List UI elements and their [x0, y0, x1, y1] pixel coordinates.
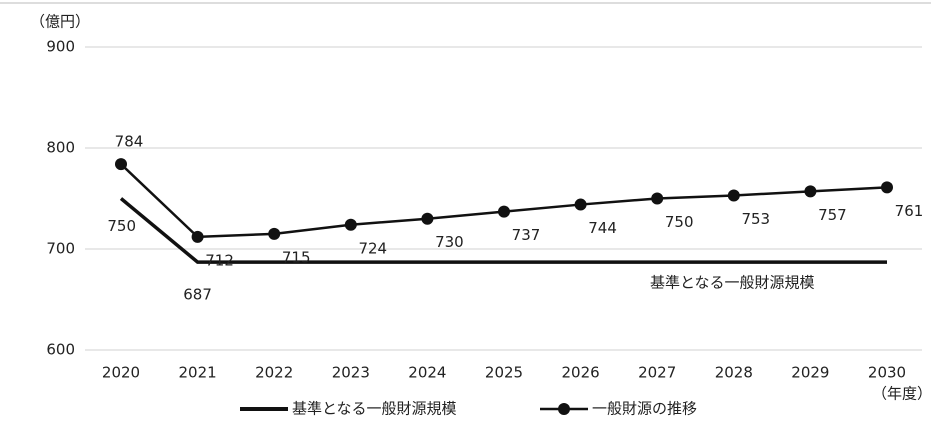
data-label: 737 — [512, 226, 541, 244]
data-label: 750 — [107, 217, 136, 235]
x-tick-label: 2028 — [715, 364, 753, 382]
y-tick-label: 900 — [46, 38, 75, 56]
data-label: 784 — [115, 133, 144, 151]
x-tick-label: 2022 — [255, 364, 293, 382]
marker — [804, 185, 817, 198]
marker — [727, 189, 740, 202]
x-axis-label: （年度） — [872, 385, 931, 403]
marker — [651, 192, 664, 205]
legend-label: 基準となる一般財源規模 — [292, 400, 457, 418]
data-label: 712 — [205, 251, 234, 269]
data-label: 757 — [818, 206, 847, 224]
data-label: 753 — [741, 210, 770, 228]
legend-label: 一般財源の推移 — [592, 400, 697, 418]
marker — [881, 181, 893, 194]
marker — [344, 218, 357, 231]
y-tick-label: 600 — [46, 341, 75, 359]
marker — [115, 158, 127, 171]
marker — [498, 205, 510, 218]
marker — [421, 212, 434, 225]
y-tick-label: 800 — [46, 139, 75, 157]
data-label: 744 — [588, 219, 617, 237]
x-tick-label: 2029 — [791, 364, 829, 382]
data-label: 730 — [435, 233, 464, 251]
data-label: 761 — [895, 202, 924, 220]
x-tick-label: 2024 — [408, 364, 446, 382]
marker — [191, 230, 204, 243]
x-tick-label: 2027 — [638, 364, 676, 382]
x-tick-label: 2026 — [562, 364, 600, 382]
data-label: 724 — [358, 239, 387, 257]
data-label: 715 — [282, 248, 311, 266]
x-tick-label: 2023 — [332, 364, 370, 382]
x-tick-label: 2025 — [485, 364, 523, 382]
series-line — [120, 163, 888, 239]
data-label: 687 — [183, 286, 212, 304]
x-tick-label: 2021 — [179, 364, 217, 382]
marker — [574, 198, 587, 211]
series-line — [119, 197, 887, 264]
y-axis-label: （億円） — [30, 13, 90, 31]
y-tick-label: 700 — [46, 240, 75, 258]
x-tick-label: 2020 — [102, 364, 140, 382]
marker — [268, 227, 281, 240]
legend-marker — [558, 403, 570, 415]
data-label: 750 — [665, 213, 694, 231]
annotation: 基準となる一般財源規模 — [650, 274, 815, 292]
x-tick-label: 2030 — [868, 364, 906, 382]
